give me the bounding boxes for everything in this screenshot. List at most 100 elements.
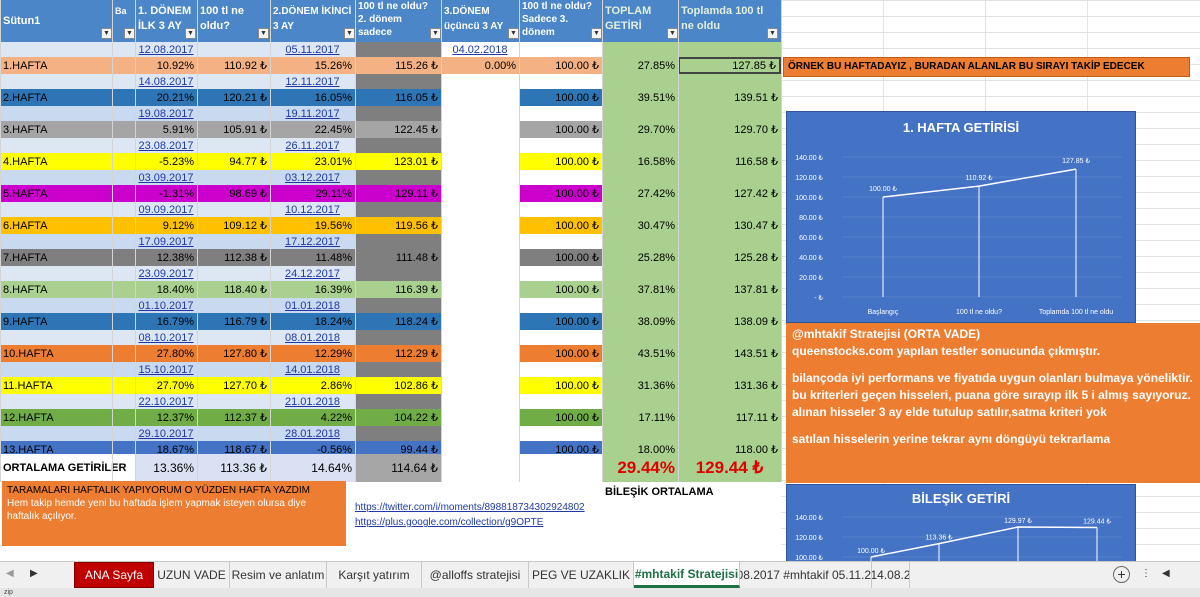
spreadsheet-grid[interactable]: Sütun1 Ba 1. DÖNEM İLK 3 AY 100 tl ne oldu?… <box>0 0 1200 560</box>
sheet-tab[interactable]: PEG VE UZAKLIK <box>529 562 634 588</box>
note-current-week[interactable]: ÖRNEK BU HAFTADAYIZ , BURADAN ALANLAR BU… <box>783 57 1190 77</box>
scroll-tabs-left-icon[interactable]: ◀ <box>1162 568 1170 579</box>
row-date-1[interactable]: 01.10.2017 <box>135 298 197 313</box>
row-v3[interactable]: 100.00 ₺ <box>519 57 602 74</box>
header-100tl-3[interactable]: 100 tl ne oldu? Sadece 3. dönem <box>519 0 602 42</box>
row-total-value[interactable]: 117.11 ₺ <box>678 409 781 426</box>
row-date-1[interactable]: 14.08.2017 <box>135 74 197 89</box>
row-p3[interactable] <box>441 249 519 266</box>
row-date-1[interactable]: 22.10.2017 <box>135 394 197 409</box>
row-total-value[interactable]: 143.51 ₺ <box>678 345 781 362</box>
row-p1[interactable]: 18.67% <box>135 441 197 458</box>
row-p2[interactable]: 16.05% <box>270 89 355 106</box>
sheet-tab[interactable]: Resim ve anlatım <box>230 562 327 588</box>
filter-dropdown-icon[interactable]: ▼ <box>430 28 441 39</box>
row-v1[interactable]: 112.38 ₺ <box>197 249 270 266</box>
row-date-1[interactable]: 17.09.2017 <box>135 234 197 249</box>
sheet-tab[interactable]: 14.08.2 <box>872 562 910 588</box>
more-options-icon[interactable]: ⋮ <box>1141 568 1151 579</box>
sheet-tab[interactable]: 12.08.2017 #mhtakif 05.11.2017 <box>740 562 872 588</box>
row-date-2[interactable]: 26.11.2017 <box>270 138 355 153</box>
row-p2[interactable]: 12.29% <box>270 345 355 362</box>
row-date-2[interactable]: 14.01.2018 <box>270 362 355 377</box>
row-v2[interactable]: 112.29 ₺ <box>355 345 441 362</box>
avg-p2[interactable]: 14.64% <box>270 454 355 482</box>
row-date-1[interactable]: 09.09.2017 <box>135 202 197 217</box>
row-v2[interactable]: 111.48 ₺ <box>355 249 441 266</box>
row-total-pct[interactable]: 25.28% <box>602 249 678 266</box>
row-label[interactable]: 1.HAFTA <box>0 57 135 74</box>
row-p2[interactable]: 19.56% <box>270 217 355 234</box>
row-v1[interactable]: 116.79 ₺ <box>197 313 270 330</box>
row-label[interactable]: 6.HAFTA <box>0 217 135 234</box>
row-total-value[interactable]: 125.28 ₺ <box>678 249 781 266</box>
header-100tl-1[interactable]: 100 tl ne oldu? <box>197 0 270 42</box>
row-v2[interactable]: 115.26 ₺ <box>355 57 441 74</box>
row-p3[interactable] <box>441 185 519 202</box>
top-date-3[interactable]: 04.02.2018 <box>441 42 519 57</box>
row-p2[interactable]: 16.39% <box>270 281 355 298</box>
row-v2[interactable]: 119.56 ₺ <box>355 217 441 234</box>
row-v3[interactable]: 100.00 ₺ <box>519 185 602 202</box>
sheet-tab[interactable]: @alloffs stratejisi <box>422 562 529 588</box>
avg-v2[interactable]: 114.64 ₺ <box>355 454 441 482</box>
row-date-1[interactable]: 08.10.2017 <box>135 330 197 345</box>
row-total-value[interactable]: 137.81 ₺ <box>678 281 781 298</box>
row-date-2[interactable]: 21.01.2018 <box>270 394 355 409</box>
row-date-2[interactable]: 03.12.2017 <box>270 170 355 185</box>
sheet-tab[interactable]: Karşıt yatırım <box>327 562 422 588</box>
row-p2[interactable]: 2.86% <box>270 377 355 394</box>
row-v1[interactable]: 110.92 ₺ <box>197 57 270 74</box>
row-p3[interactable]: 0.00% <box>441 57 519 74</box>
row-date-2[interactable]: 28.01.2018 <box>270 426 355 441</box>
row-label[interactable]: 3.HAFTA <box>0 121 135 138</box>
row-total-pct[interactable]: 18.00% <box>602 441 678 458</box>
row-p1[interactable]: 10.92% <box>135 57 197 74</box>
row-v2[interactable]: 99.44 ₺ <box>355 441 441 458</box>
row-v3[interactable]: 100.00 ₺ <box>519 409 602 426</box>
row-v3[interactable]: 100.00 ₺ <box>519 217 602 234</box>
row-total-pct[interactable]: 29.70% <box>602 121 678 138</box>
row-label[interactable]: 11.HAFTA <box>0 377 135 394</box>
row-v1[interactable]: 94.77 ₺ <box>197 153 270 170</box>
link-twitter[interactable]: https://twitter.com/i/moments/8988187343… <box>355 502 585 513</box>
row-label[interactable]: 8.HAFTA <box>0 281 135 298</box>
row-label[interactable]: 12.HAFTA <box>0 409 135 426</box>
row-v3[interactable]: 100.00 ₺ <box>519 441 602 458</box>
row-total-pct[interactable]: 37.81% <box>602 281 678 298</box>
filter-dropdown-icon[interactable]: ▼ <box>591 28 602 39</box>
row-v1[interactable]: 118.67 ₺ <box>197 441 270 458</box>
filter-dropdown-icon[interactable]: ▼ <box>344 28 355 39</box>
row-p3[interactable] <box>441 313 519 330</box>
row-date-1[interactable]: 23.08.2017 <box>135 138 197 153</box>
row-date-2[interactable]: 24.12.2017 <box>270 266 355 281</box>
row-p2[interactable]: 29.11% <box>270 185 355 202</box>
row-total-value[interactable]: 129.70 ₺ <box>678 121 781 138</box>
row-p3[interactable] <box>441 377 519 394</box>
row-date-2[interactable]: 10.12.2017 <box>270 202 355 217</box>
header-donem3[interactable]: 3.DÖNEM üçüncü 3 AY <box>441 0 519 42</box>
scroll-right-icon[interactable]: ▶ <box>30 568 38 579</box>
row-v1[interactable]: 127.80 ₺ <box>197 345 270 362</box>
link-google[interactable]: https://plus.google.com/collection/g9OPT… <box>355 517 544 528</box>
row-total-pct[interactable]: 17.11% <box>602 409 678 426</box>
row-p1[interactable]: 18.40% <box>135 281 197 298</box>
header-donem2[interactable]: 2.DÖNEM İKİNCİ 3 AY <box>270 0 355 42</box>
row-date-2[interactable]: 08.01.2018 <box>270 330 355 345</box>
row-v1[interactable]: 120.21 ₺ <box>197 89 270 106</box>
chart-1-hafta-getirisi[interactable]: 1. HAFTA GETİRİSİ 140.00 ₺ 120.00 ₺ 100.00… <box>786 111 1136 323</box>
filter-dropdown-icon[interactable]: ▼ <box>767 28 778 39</box>
row-p1[interactable]: 27.70% <box>135 377 197 394</box>
row-p1[interactable]: 9.12% <box>135 217 197 234</box>
row-date-1[interactable]: 03.09.2017 <box>135 170 197 185</box>
row-label[interactable]: 5.HAFTA <box>0 185 135 202</box>
row-v1[interactable]: 118.40 ₺ <box>197 281 270 298</box>
row-v2[interactable]: 116.05 ₺ <box>355 89 441 106</box>
filter-dropdown-icon[interactable]: ▼ <box>185 28 196 39</box>
row-label[interactable]: 9.HAFTA <box>0 313 135 330</box>
row-v3[interactable]: 100.00 ₺ <box>519 89 602 106</box>
row-p3[interactable] <box>441 89 519 106</box>
row-v1[interactable]: 127.70 ₺ <box>197 377 270 394</box>
row-v3[interactable]: 100.00 ₺ <box>519 345 602 362</box>
strategy-info-box[interactable]: @mhtakif Stratejisi (ORTA VADE) queensto… <box>786 323 1200 483</box>
